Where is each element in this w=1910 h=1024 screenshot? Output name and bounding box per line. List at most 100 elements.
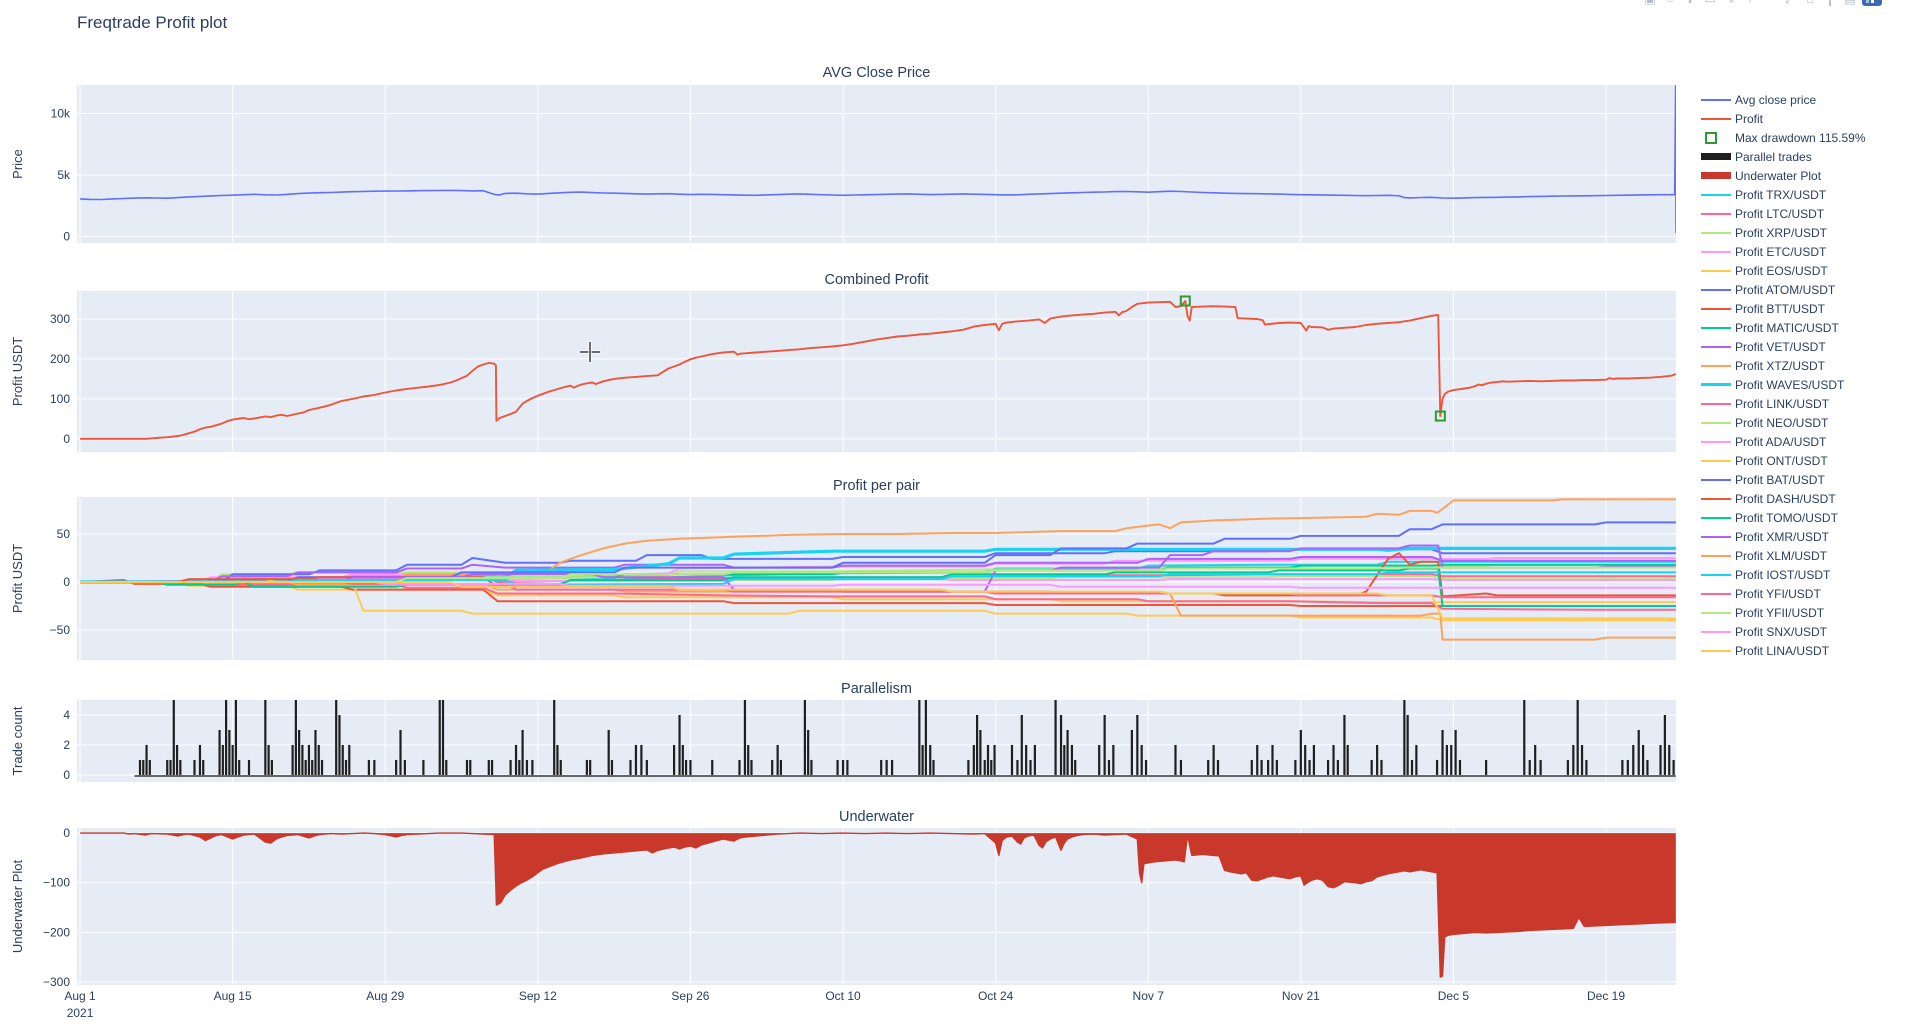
camera-icon[interactable]: ▣ [1642,0,1658,7]
y-tick-label: 100 [50,392,70,406]
legend-label: Profit TRX/USDT [1735,187,1827,202]
legend-item-profit-iost-usdt[interactable]: Profit IOST/USDT [1701,565,1866,584]
legend-label: Profit ATOM/USDT [1735,282,1836,297]
panel-underwater[interactable]: 0 −100 −200 −300 Underwater Underwater Plot [10,809,1676,989]
zoom-in-icon[interactable]: + [1742,0,1758,7]
panel-avg-close-price[interactable]: 0 5k 10k AVG Close Price Price [10,65,1676,243]
plotly-logo[interactable] [1862,0,1882,6]
subplot-title-avg-close-price: AVG Close Price [823,65,931,81]
hover-icon[interactable]: ▤ [1842,0,1858,7]
legend-item-profit-snx-usdt[interactable]: Profit SNX/USDT [1701,622,1866,641]
legend-item-profit-etc-usdt[interactable]: Profit ETC/USDT [1701,242,1866,261]
legend-item-profit-xmr-usdt[interactable]: Profit XMR/USDT [1701,527,1866,546]
series-profit-snx-usdt [80,581,1676,589]
x-tick-label: Oct 10 [825,989,861,1003]
panel-parallelism[interactable]: 0 2 4 Parallelism Trade count [10,681,1676,782]
legend-item-max-drawdown-115-59-[interactable]: Max drawdown 115.59% [1701,128,1866,147]
y-tick-label: −50 [50,623,71,637]
legend-swatch [1701,345,1731,348]
legend-item-profit-trx-usdt[interactable]: Profit TRX/USDT [1701,185,1866,204]
series-profit [80,300,1676,440]
y-tick-label: 10k [51,107,71,121]
x-tick-label: Dec 5 [1438,989,1470,1003]
legend-item-profit-ont-usdt[interactable]: Profit ONT/USDT [1701,451,1866,470]
panel-combined-profit[interactable]: 0 100 200 300 Combined Profit Profit USDT [10,272,1676,452]
legend-label: Profit WAVES/USDT [1735,377,1845,392]
legend-item-profit-yfii-usdt[interactable]: Profit YFII/USDT [1701,603,1866,622]
legend-item-underwater-plot[interactable]: Underwater Plot [1701,166,1866,185]
legend-swatch [1701,269,1731,272]
legend-item-profit[interactable]: Profit [1701,109,1866,128]
legend-swatch [1701,649,1731,652]
legend-item-profit-atom-usdt[interactable]: Profit ATOM/USDT [1701,280,1866,299]
legend-swatch [1701,288,1731,291]
legend-item-profit-xtz-usdt[interactable]: Profit XTZ/USDT [1701,356,1866,375]
modebar: ▣ ○ ✚ ▭ ∿ +−⤢ ⌂ ╋ ▤ [1642,0,1882,9]
autoscale-icon[interactable]: ⤢ [1782,0,1798,7]
legend-item-avg-close-price[interactable]: Avg close price [1701,90,1866,109]
legend-item-profit-bat-usdt[interactable]: Profit BAT/USDT [1701,470,1866,489]
legend-swatch [1701,402,1731,405]
legend-label: Profit XLM/USDT [1735,548,1828,563]
reset-axes-icon[interactable]: ⌂ [1802,0,1818,7]
legend-swatch [1701,307,1731,310]
legend-item-profit-btt-usdt[interactable]: Profit BTT/USDT [1701,299,1866,318]
y-tick-label: −100 [43,876,70,890]
lasso-icon[interactable]: ∿ [1722,0,1738,7]
y-tick-label: 4 [63,708,70,722]
legend-item-profit-dash-usdt[interactable]: Profit DASH/USDT [1701,489,1866,508]
y-tick-label: 300 [50,312,70,326]
legend-label: Profit DASH/USDT [1735,491,1836,506]
legend-item-profit-xlm-usdt[interactable]: Profit XLM/USDT [1701,546,1866,565]
y-tick-label: 0 [63,575,70,589]
legend-item-profit-vet-usdt[interactable]: Profit VET/USDT [1701,337,1866,356]
x-tick-label: Nov 7 [1133,989,1165,1003]
x-tick-label: Sep 12 [519,989,557,1003]
y-tick-label: 0 [63,826,70,840]
x-tick-label: Aug 29 [366,989,404,1003]
series-profit-tomo-usdt [80,567,1676,607]
legend-item-profit-xrp-usdt[interactable]: Profit XRP/USDT [1701,223,1866,242]
legend-item-profit-yfi-usdt[interactable]: Profit YFI/USDT [1701,584,1866,603]
legend-item-profit-eos-usdt[interactable]: Profit EOS/USDT [1701,261,1866,280]
legend-label: Profit BAT/USDT [1735,472,1825,487]
plot-area-combined-profit[interactable] [77,291,1676,452]
max-drawdown-marker [1179,295,1191,307]
legend-item-profit-matic-usdt[interactable]: Profit MATIC/USDT [1701,318,1866,337]
zoom-icon[interactable]: ○ [1662,0,1678,7]
legend-label: Profit TOMO/USDT [1735,510,1838,525]
legend-item-profit-waves-usdt[interactable]: Profit WAVES/USDT [1701,375,1866,394]
y-tick-label: 0 [63,768,70,782]
legend-label: Max drawdown 115.59% [1735,130,1866,145]
x-tick-label: Aug 15 [214,989,252,1003]
box-select-icon[interactable]: ▭ [1702,0,1718,7]
toggle-spikes-icon[interactable]: ╋ [1822,0,1838,7]
legend-label: Profit IOST/USDT [1735,567,1831,582]
legend-item-profit-ltc-usdt[interactable]: Profit LTC/USDT [1701,204,1866,223]
legend-item-profit-neo-usdt[interactable]: Profit NEO/USDT [1701,413,1866,432]
legend-item-profit-lina-usdt[interactable]: Profit LINA/USDT [1701,641,1866,660]
series-profit-yfii-usdt [80,566,1676,583]
legend-label: Profit YFI/USDT [1735,586,1821,601]
x-tick-label: Sep 26 [671,989,709,1003]
y-axis-label-underwater: Underwater Plot [10,860,25,954]
panel-profit-per-pair[interactable]: −50 0 50 Profit per pair Profit USDT [10,478,1676,660]
legend-label: Profit SNX/USDT [1735,624,1828,639]
subplot-title-parallelism: Parallelism [841,681,912,697]
pan-icon[interactable]: ✚ [1682,0,1698,7]
legend-item-profit-tomo-usdt[interactable]: Profit TOMO/USDT [1701,508,1866,527]
legend-swatch [1701,250,1731,253]
x-tick-label: Aug 1 [64,989,96,1003]
legend-item-profit-link-usdt[interactable]: Profit LINK/USDT [1701,394,1866,413]
legend-item-parallel-trades[interactable]: Parallel trades [1701,147,1866,166]
y-axis-label-avg-close-price: Price [10,149,25,179]
legend-item-profit-ada-usdt[interactable]: Profit ADA/USDT [1701,432,1866,451]
series-profit-bat-usdt [80,521,1676,583]
legend-swatch [1701,459,1731,462]
x-tick-label: Dec 19 [1587,989,1625,1003]
x-tick-label-year: 2021 [67,1006,94,1020]
zoom-out-icon[interactable]: − [1762,0,1778,7]
plot-area-avg-close-price[interactable] [77,85,1676,243]
legend-label: Underwater Plot [1735,168,1822,183]
